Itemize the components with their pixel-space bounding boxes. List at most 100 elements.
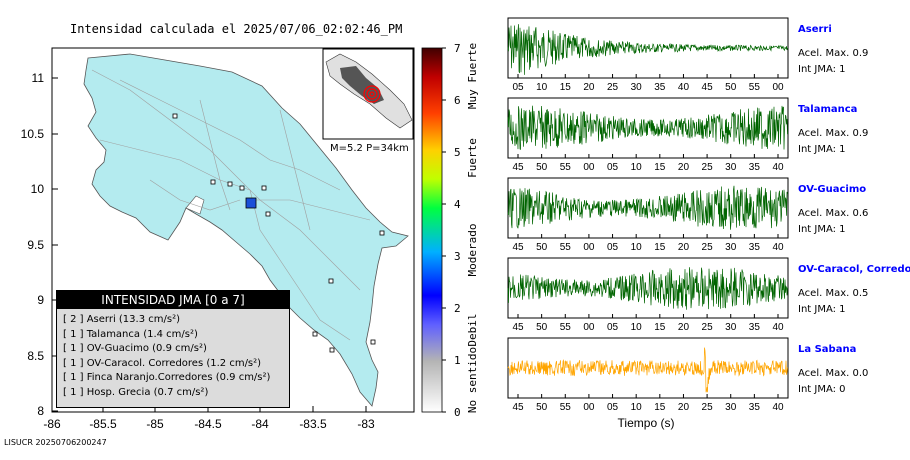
legend-item-value: [ 1 ] — [63, 357, 87, 369]
colorbar-tick-label: 4 — [454, 198, 461, 211]
trace-2: 45 50 55 00 05 10 15 20 25 30 35 40 OV-Guacimo Acel. … — [507, 177, 868, 253]
trace-tick-label: 45 — [512, 242, 524, 253]
legend-item-text: Talamanca (1.4 cm/s²) — [86, 328, 198, 340]
legend-item-value: [ 1 ] — [63, 386, 87, 398]
map-x-tick-label: -85.5 — [89, 417, 117, 431]
trace-1: 45 50 55 00 05 10 15 20 25 30 35 40 Talamanca Acel. M… — [507, 97, 868, 173]
trace-tick-label: 40 — [678, 82, 690, 93]
trace-waveform — [507, 105, 788, 151]
map-y-tick-label: 9 — [37, 293, 44, 307]
trace-tick-label: 15 — [654, 322, 666, 333]
legend-item-value: [ 1 ] — [63, 328, 87, 340]
intensity-colorbar: 7 6 5 4 3 2 1 0 Muy Fuerte Fuerte Moderado DebilNo… — [421, 42, 479, 418]
trace-tick-label: 00 — [583, 322, 595, 333]
trace-tick-label: 45 — [512, 402, 524, 413]
magnitude-depth: M=5.2 P=34km — [330, 143, 409, 154]
trace-frame — [507, 337, 789, 399]
trace-acel-max: Acel. Max. 0.9 — [798, 128, 868, 139]
trace-tick-label: 05 — [607, 242, 619, 253]
trace-tick-label: 30 — [725, 242, 737, 253]
trace-tick-label: 20 — [678, 242, 690, 253]
trace-tick-label: 15 — [654, 402, 666, 413]
trace-tick-label: 50 — [536, 242, 548, 253]
trace-waveform — [507, 185, 788, 230]
legend-item-value: [ 1 ] — [63, 372, 87, 383]
inset-epicenter-icon — [363, 85, 381, 103]
trace-tick-label: 05 — [607, 402, 619, 413]
trace-tick-label: 50 — [536, 322, 548, 333]
colorbar-tick-label: 6 — [454, 94, 461, 107]
trace-tick-label: 10 — [536, 82, 548, 93]
x-axis-label: Tiempo (s) — [618, 416, 675, 430]
legend-item: [ 1 ] Finca Naranjo.Corredores (0.9 cm/s… — [63, 371, 289, 386]
trace-int-jma: Int JMA: 1 — [798, 144, 846, 155]
trace-int-jma: Int JMA: 1 — [798, 224, 846, 235]
trace-acel-max: Acel. Max. 0.5 — [798, 288, 868, 299]
trace-tick-label: 30 — [725, 322, 737, 333]
legend-item-text: Finca Naranjo.Corredores (0.9 cm/s²) — [86, 372, 271, 383]
trace-tick-label: 40 — [772, 242, 784, 253]
legend-item: [ 1 ] OV-Caracol. Corredores (1.2 cm/s²) — [63, 357, 289, 372]
trace-tick-label: 55 — [560, 322, 572, 333]
trace-tick-label: 20 — [583, 82, 595, 93]
footer-code: LISUCR 20250706200247 — [4, 438, 107, 447]
map-x-tick-label: -84.5 — [194, 417, 222, 431]
trace-station-name: OV-Caracol, Corredore — [798, 264, 910, 275]
map-x-tick-label: -83.5 — [299, 417, 327, 431]
trace-tick-label: 00 — [583, 402, 595, 413]
trace-station-name: Talamanca — [798, 104, 857, 115]
legend-item-text: OV-Caracol. Corredores (1.2 cm/s²) — [86, 357, 262, 369]
trace-tick-label: 15 — [654, 162, 666, 173]
trace-tick-label: 15 — [560, 82, 572, 93]
trace-tick-label: 40 — [772, 322, 784, 333]
legend-item: [ 2 ] Aserri (13.3 cm/s²) — [63, 313, 289, 328]
trace-tick-label: 50 — [725, 82, 737, 93]
trace-tick-label: 35 — [749, 242, 761, 253]
map-x-axis: -86 -85.5 -85 -84.5 -84 -83.5 -83 — [43, 406, 375, 431]
legend-item-text: Hosp. Grecia (0.7 cm/s²) — [86, 386, 209, 398]
trace-tick-label: 20 — [678, 162, 690, 173]
trace-tick-label: 45 — [702, 82, 714, 93]
trace-tick-label: 55 — [749, 82, 761, 93]
map-x-tick-label: -85 — [146, 417, 164, 431]
colorbar-category-label: Debil — [466, 313, 479, 346]
trace-tick-label: 50 — [536, 162, 548, 173]
colorbar-category-label: Moderado — [466, 224, 479, 277]
trace-tick-label: 40 — [772, 402, 784, 413]
trace-0: 05 10 15 20 25 30 35 40 45 50 55 00 Aserri Acel. Max.… — [507, 17, 868, 93]
map-x-tick-label: -86 — [43, 417, 61, 431]
trace-tick-label: 45 — [512, 162, 524, 173]
map-y-axis: 11 10.5 10 9.5 9 8.5 8 — [21, 71, 58, 418]
trace-tick-label: 50 — [536, 402, 548, 413]
trace-tick-label: 00 — [583, 242, 595, 253]
trace-acel-max: Acel. Max. 0.9 — [798, 48, 868, 59]
colorbar-ticks: 7 6 5 4 3 2 1 0 — [442, 42, 461, 418]
legend-item-text: Aserri (13.3 cm/s²) — [86, 314, 180, 325]
trace-tick-label: 25 — [702, 242, 714, 253]
trace-tick-label: 10 — [631, 322, 643, 333]
costa-rica-land — [83, 53, 409, 407]
trace-tick-label: 25 — [702, 402, 714, 413]
trace-int-jma: Int JMA: 0 — [798, 384, 846, 395]
colorbar-tick-label: 3 — [454, 250, 461, 263]
intensity-legend: INTENSIDAD JMA [0 a 7] [ 2 ] Aserri (13.… — [56, 290, 290, 408]
colorbar-tick-label: 1 — [454, 354, 461, 367]
trace-tick-label: 35 — [654, 82, 666, 93]
trace-tick-label: 45 — [512, 322, 524, 333]
map-x-tick-label: -83 — [357, 417, 375, 431]
trace-tick-label: 25 — [702, 322, 714, 333]
trace-3: 45 50 55 00 05 10 15 20 25 30 35 40 OV-Caracol, Corr… — [507, 257, 910, 333]
trace-frame — [507, 257, 789, 319]
legend-title: INTENSIDAD JMA [0 a 7] — [57, 291, 289, 309]
legend-item-value: [ 2 ] — [63, 314, 87, 325]
seismogram-panel: 05 10 15 20 25 30 35 40 45 50 55 00 Aserri Acel. Max.… — [507, 17, 910, 430]
trace-waveform — [507, 267, 788, 310]
trace-tick-label: 20 — [678, 322, 690, 333]
trace-tick-label: 55 — [560, 162, 572, 173]
legend-item: [ 1 ] Talamanca (1.4 cm/s²) — [63, 328, 289, 343]
colorbar-gradient — [421, 47, 443, 413]
trace-tick-label: 55 — [560, 242, 572, 253]
colorbar-category-label: Muy Fuerte — [466, 43, 479, 109]
trace-tick-label: 05 — [607, 322, 619, 333]
